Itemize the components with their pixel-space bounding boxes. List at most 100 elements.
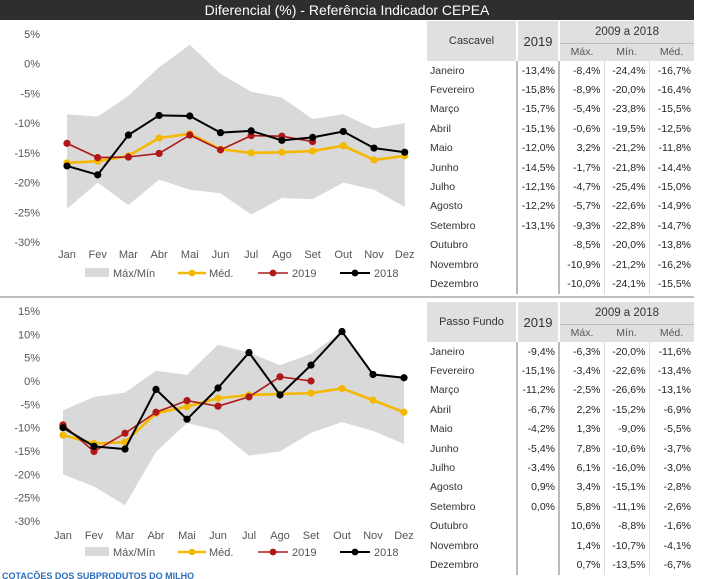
table-cell-min: -10,6% bbox=[604, 438, 650, 459]
table-sub-header-min: Mín. bbox=[604, 324, 649, 342]
table-cell-month: Julho bbox=[430, 181, 456, 194]
point-2018 bbox=[307, 361, 315, 369]
table-cell-max: -5,4% bbox=[559, 99, 605, 120]
y-tick-label: -15% bbox=[14, 148, 40, 160]
table-cell-y2019: -15,1% bbox=[516, 361, 560, 381]
table-cell-y2019: -11,2% bbox=[516, 380, 560, 401]
x-tick-label: Dez bbox=[394, 530, 414, 542]
table-row: Novembro -10,9% -21,2% -16,2% bbox=[427, 254, 694, 275]
chart-passo-fundo: 15% 10% 5% 0% -5% -10% -15% -20% -25% -30% Jan Fev M… bbox=[14, 306, 414, 559]
x-tick-label: Jul bbox=[242, 530, 256, 542]
y-tick-label: -10% bbox=[14, 423, 40, 435]
point-2018 bbox=[183, 415, 191, 423]
y-tick-label: -30% bbox=[14, 516, 40, 528]
point-med bbox=[59, 431, 67, 439]
table-sub-header-med: Méd. bbox=[649, 324, 695, 342]
table-row: Janeiro -9,4% -6,3% -20,0% -11,6% bbox=[427, 342, 694, 362]
point-med bbox=[400, 408, 408, 416]
table-cell-min: -23,8% bbox=[604, 99, 650, 120]
point-2018 bbox=[63, 162, 71, 170]
point-2018 bbox=[90, 442, 98, 450]
table-cell-month: Setembro bbox=[430, 500, 476, 513]
table-year-header: 2019 bbox=[517, 21, 560, 61]
table-cell-max: -2,5% bbox=[559, 380, 605, 401]
point-2019 bbox=[307, 377, 315, 385]
table-row: Novembro 1,4% -10,7% -4,1% bbox=[427, 535, 694, 556]
y-tick-label: 0% bbox=[24, 59, 40, 71]
table-row: Abril -15,1% -0,6% -19,5% -12,5% bbox=[427, 119, 694, 139]
legend-label: 2018 bbox=[374, 547, 398, 559]
table-cell-max: 3,4% bbox=[559, 477, 605, 498]
table-cell-max: 10,6% bbox=[559, 516, 605, 536]
point-2018 bbox=[124, 131, 132, 139]
point-2018 bbox=[155, 111, 163, 120]
page-title: Diferencial (%) - Referência Indicador C… bbox=[0, 0, 694, 20]
point-med bbox=[369, 396, 377, 404]
table-cell-max: 5,8% bbox=[559, 497, 605, 517]
table-cell-month: Agosto bbox=[430, 481, 463, 494]
series-line-2018 bbox=[62, 330, 405, 451]
table-cell-med: -2,8% bbox=[663, 481, 692, 494]
x-tick-label: Jul bbox=[244, 249, 258, 261]
table-cell-y2019 bbox=[516, 254, 560, 275]
table-cell-month: Abril bbox=[430, 122, 452, 135]
y-tick-label: -30% bbox=[14, 237, 40, 249]
table-cell-min: -20,0% bbox=[604, 235, 650, 255]
x-tick-label: Out bbox=[334, 249, 352, 261]
point-2019 bbox=[186, 131, 194, 139]
table-cell-min: -13,5% bbox=[604, 555, 650, 575]
table-cell-med: -12,5% bbox=[657, 122, 692, 135]
table-cell-min: -22,6% bbox=[604, 361, 650, 381]
table-cell-max: -10,0% bbox=[559, 274, 605, 294]
point-2019 bbox=[214, 402, 222, 410]
table-row: Abril -6,7% 2,2% -15,2% -6,9% bbox=[427, 400, 694, 420]
x-tick-label: Set bbox=[303, 530, 320, 542]
table-cell-max: 0,7% bbox=[559, 555, 605, 575]
table-cell-y2019: -15,8% bbox=[516, 80, 560, 100]
table-cell-max: -8,9% bbox=[559, 80, 605, 100]
table-cell-y2019: 0,0% bbox=[516, 497, 560, 517]
table-cell-y2019: -9,4% bbox=[516, 342, 560, 362]
point-2019 bbox=[245, 393, 253, 401]
table-year-header: 2019 bbox=[517, 302, 560, 342]
table-cell-min: -9,0% bbox=[604, 419, 650, 439]
table-cell-month: Dezembro bbox=[430, 277, 479, 290]
point-2019 bbox=[121, 429, 129, 437]
table-cell-max: -10,9% bbox=[559, 254, 605, 275]
table-sub-header-min: Mín. bbox=[604, 43, 649, 61]
table-cell-y2019: -15,7% bbox=[516, 99, 560, 120]
band-max-min bbox=[63, 331, 404, 506]
x-tick-label: Mar bbox=[116, 530, 135, 542]
point-2018 bbox=[370, 144, 378, 152]
table-cell-month: Fevereiro bbox=[430, 365, 475, 378]
bottom-caption: COTAÇÕES DOS SUBPRODUTOS DO MILHO bbox=[2, 571, 195, 579]
legend-marker-2019 bbox=[269, 269, 277, 277]
y-tick-label: 5% bbox=[24, 353, 40, 365]
table-cell-min: -26,6% bbox=[604, 380, 650, 401]
point-med bbox=[278, 148, 286, 156]
point-2019 bbox=[183, 397, 191, 405]
table-cell-min: -22,6% bbox=[604, 196, 650, 217]
table-passo-fundo: Passo Fundo 2019 2009 a 2018 Máx. Mín. Méd. Ja… bbox=[427, 302, 695, 575]
table-cell-min: -24,1% bbox=[604, 274, 650, 294]
table-cell-max: -9,3% bbox=[559, 216, 605, 236]
x-tick-label: Jan bbox=[54, 530, 72, 542]
point-2019 bbox=[276, 373, 284, 381]
point-2018 bbox=[247, 127, 255, 135]
point-2018 bbox=[214, 384, 222, 392]
table-cell-max: 2,2% bbox=[559, 400, 605, 420]
table-cell-y2019 bbox=[516, 235, 560, 255]
point-2018 bbox=[276, 391, 284, 399]
x-tick-label: Fev bbox=[89, 249, 108, 261]
table-cell-month: Março bbox=[430, 103, 460, 116]
table-cell-max: -5,7% bbox=[559, 196, 605, 217]
table-cell-med: -15,0% bbox=[657, 181, 692, 194]
point-med bbox=[214, 394, 222, 402]
table-cell-med: -15,5% bbox=[657, 277, 692, 290]
x-tick-label: Set bbox=[304, 249, 321, 261]
point-med bbox=[183, 403, 191, 411]
table-cell-med: -13,8% bbox=[657, 239, 692, 252]
point-med bbox=[247, 149, 255, 157]
point-2019 bbox=[155, 149, 163, 158]
table-cell-y2019: 0,9% bbox=[516, 477, 560, 498]
